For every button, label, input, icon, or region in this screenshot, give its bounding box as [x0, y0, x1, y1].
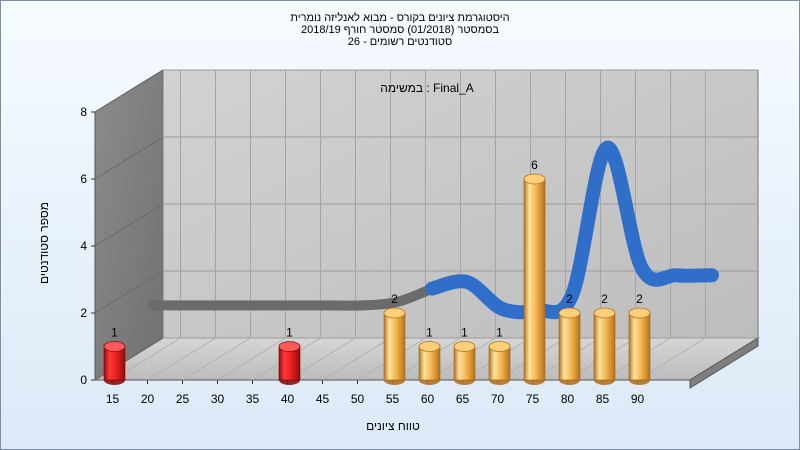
- y-tick-label-6: 6: [80, 172, 87, 186]
- bar-value-label-15: 1: [111, 326, 118, 340]
- smoothed-curve-gray: [146, 283, 437, 311]
- bar-top-55: [383, 307, 406, 319]
- title-line-1: היסטוגרמת ציונים בקורס - מבוא לאנליזה נו…: [290, 12, 510, 24]
- bar-value-label-60: 1: [426, 326, 433, 340]
- x-tick-label-70: 70: [491, 392, 505, 406]
- x-tick-label-85: 85: [596, 392, 610, 406]
- bar-top-85: [593, 307, 616, 319]
- x-grid-floor-2: [182, 337, 251, 381]
- bar-body-80: [558, 312, 581, 381]
- bar-top-65: [453, 341, 476, 352]
- bar-body-90: [628, 312, 651, 381]
- bar-value-label-80: 2: [566, 292, 573, 306]
- x-tick-label-75: 75: [526, 392, 540, 406]
- x-grid-floor-6: [322, 337, 391, 381]
- bar-value-label-65: 1: [461, 326, 468, 340]
- x-tick-label-35: 35: [246, 392, 260, 406]
- bar-body-55: [383, 312, 406, 381]
- bar-value-label-85: 2: [601, 292, 608, 306]
- bar-top-80: [558, 307, 581, 319]
- bar-value-label-55: 2: [391, 292, 398, 306]
- x-tick-label-65: 65: [456, 392, 470, 406]
- y-grid-left-1: [94, 270, 164, 314]
- y-tick-label-4: 4: [80, 239, 87, 253]
- x-tick-label-45: 45: [316, 392, 330, 406]
- chart-title-block: היסטוגרמת ציונים בקורס - מבוא לאנליזה נו…: [0, 12, 800, 48]
- bar-top-75: [523, 173, 546, 185]
- x-tick-label-55: 55: [386, 392, 400, 406]
- x-tick-label-40: 40: [281, 392, 295, 406]
- y-grid-left-2: [94, 203, 164, 247]
- bar-top-15: [103, 341, 126, 352]
- bar-top-60: [418, 341, 441, 352]
- x-tick-label-60: 60: [421, 392, 435, 406]
- y-tick-label-8: 8: [80, 105, 87, 119]
- y-axis-title: מספר סטודנטים: [37, 202, 51, 284]
- bar-value-label-90: 2: [636, 292, 643, 306]
- x-tick-label-80: 80: [561, 392, 575, 406]
- x-tick-label-20: 20: [141, 392, 155, 406]
- bar-value-label-75: 6: [531, 158, 538, 172]
- x-tick-label-30: 30: [211, 392, 225, 406]
- y-tick-label-2: 2: [80, 306, 87, 320]
- x-tick-label-50: 50: [351, 392, 365, 406]
- x-grid-floor-3: [217, 337, 286, 381]
- bar-top-90: [628, 307, 651, 319]
- title-line-3: סטודנטים רשומים - 26: [347, 36, 453, 48]
- bar-body-85: [593, 312, 616, 381]
- x-axis-title: טווח ציונים: [366, 419, 420, 433]
- bar-value-label-40: 1: [286, 326, 293, 340]
- bar-top-40: [278, 341, 301, 352]
- floor-front-edge: [689, 337, 759, 389]
- y-tick-label-0: 0: [80, 373, 87, 387]
- bar-top-70: [488, 341, 511, 352]
- x-tick-label-90: 90: [631, 392, 645, 406]
- annotation-label: במשימה : Final_A: [380, 81, 474, 95]
- bar-body-75: [523, 178, 546, 381]
- x-grid-floor-1: [147, 337, 216, 381]
- y-grid-left-4: [94, 69, 164, 113]
- smoothed-curve-blue: [424, 140, 719, 320]
- y-grid-left-3: [94, 136, 164, 180]
- bar-value-label-70: 1: [496, 326, 503, 340]
- x-tick-label-15: 15: [106, 392, 120, 406]
- title-line-2: בסמסטר (01/2018) סמסטר חורף 2018/19: [300, 24, 500, 36]
- x-tick-label-25: 25: [176, 392, 190, 406]
